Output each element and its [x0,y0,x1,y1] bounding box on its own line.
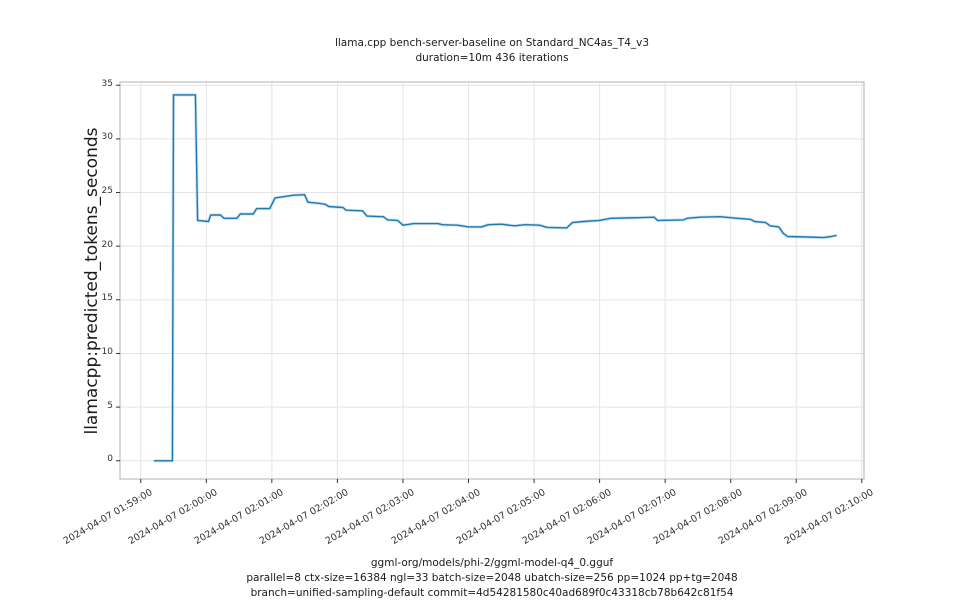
series-line [153,94,837,462]
y-tick-label: 15 [101,293,113,304]
y-tick-label: 10 [101,346,113,357]
axes-spines [119,81,865,480]
caption-branch-commit: branch=unified-sampling-default commit=4… [250,587,734,599]
y-tick-label: 5 [107,400,113,411]
y-axis-label: llamacpp:predicted_tokens_seconds [82,127,102,435]
y-tick-label: 25 [101,186,113,197]
chart-title: llama.cpp bench-server-baseline on Stand… [24,36,960,66]
y-tick-label: 20 [101,239,113,250]
chart-title-line2: duration=10m 436 iterations [415,52,569,64]
y-tick-label: 35 [101,78,113,89]
caption-params: parallel=8 ctx-size=16384 ngl=33 batch-s… [246,572,738,584]
series-band [153,93,838,463]
caption-model-path: ggml-org/models/phi-2/ggml-model-q4_0.gg… [370,557,614,569]
chart-title-line1: llama.cpp bench-server-baseline on Stand… [334,37,650,49]
x-axis-caption: ggml-org/models/phi-2/ggml-model-q4_0.gg… [24,556,960,600]
y-tick-label: 30 [101,132,113,143]
y-tick-label: 0 [107,454,113,465]
